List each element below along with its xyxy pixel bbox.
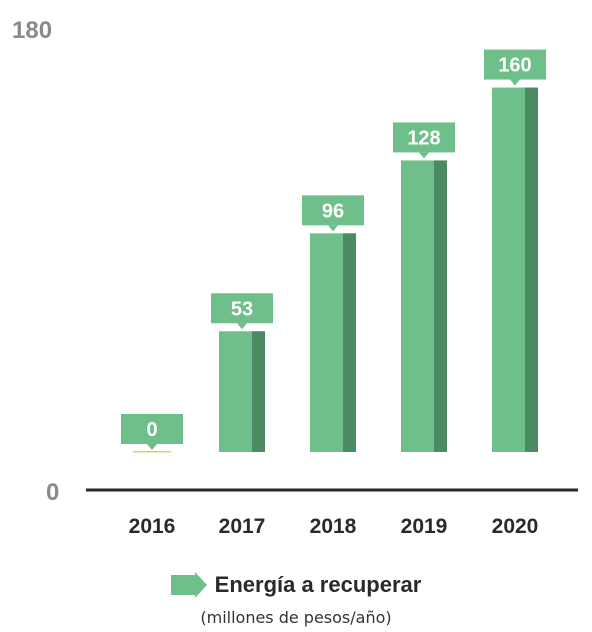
bar-shade-2020 [525,87,538,453]
legend-arrow-swatch [170,572,207,598]
bar-2016 [133,451,171,453]
value-label-2018: 96 [322,200,344,222]
value-label-box-2020 [484,49,546,80]
bar-shade-2019 [434,160,447,452]
x-tick-label-2019: 2019 [401,515,448,538]
bar-shade-2017 [252,331,265,452]
legend: Energía a recuperar [0,568,592,602]
value-label-2016: 0 [146,419,157,441]
legend-label: Energía a recuperar [214,572,422,597]
value-label-pointer-2019 [419,152,429,159]
value-label-box-2016 [121,414,183,444]
value-label-pointer-2018 [328,225,338,232]
value-label-pointer-2020 [510,79,520,86]
value-label-2020: 160 [498,55,531,77]
value-label-box-2018 [302,195,364,226]
value-label-2019: 128 [407,127,440,149]
bar-shade-2018 [343,233,356,452]
x-tick-label-2020: 2020 [492,515,539,538]
value-label-pointer-2017 [237,323,247,330]
x-tick-label-2016: 2016 [129,515,176,538]
value-label-box-2017 [211,293,273,324]
x-tick-label-2017: 2017 [219,515,266,538]
value-label-box-2019 [393,122,455,153]
legend-sublabel: (millones de pesos/año) [200,608,392,627]
x-tick-label-2018: 2018 [310,515,357,538]
y-axis-max-label: 180 [12,17,52,44]
value-label-2017: 53 [231,298,253,320]
value-label-pointer-2016 [147,444,157,450]
y-axis-min-label: 0 [46,479,59,506]
bars-group: 0 2016 53 2017 96 2018 128 2019 160 2020 [121,49,546,538]
